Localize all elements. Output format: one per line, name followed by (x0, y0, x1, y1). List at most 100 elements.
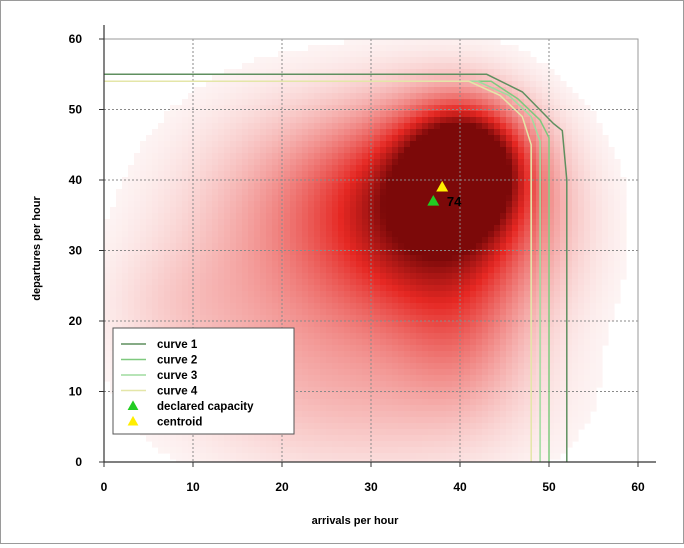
heatmap-cell (188, 243, 195, 250)
heatmap-cell (404, 213, 411, 220)
heatmap-cell (392, 231, 399, 238)
heatmap-cell (362, 339, 369, 346)
heatmap-cell (410, 219, 417, 226)
heatmap-cell (380, 57, 387, 64)
heatmap-cell (200, 315, 207, 322)
heatmap-cell (110, 273, 117, 280)
heatmap-cell (416, 225, 423, 232)
heatmap-cell (422, 105, 429, 112)
heatmap-cell (350, 267, 357, 274)
heatmap-cell (236, 231, 243, 238)
heatmap-cell (362, 219, 369, 226)
heatmap-cell (488, 459, 495, 462)
heatmap-cell (128, 165, 135, 172)
heatmap-cell (146, 183, 153, 190)
heatmap-cell (398, 291, 405, 298)
heatmap-cell (560, 231, 567, 238)
heatmap-cell (392, 279, 399, 286)
heatmap-cell (290, 135, 297, 142)
heatmap-cell (536, 129, 543, 136)
heatmap-cell (158, 183, 165, 190)
heatmap-cell (212, 81, 219, 88)
heatmap-cell (446, 99, 453, 106)
heatmap-cell (524, 201, 531, 208)
heatmap-cell (104, 243, 111, 250)
heatmap-cell (326, 45, 333, 52)
heatmap-cell (290, 255, 297, 262)
heatmap-cell (374, 153, 381, 160)
heatmap-cell (182, 189, 189, 196)
heatmap-cell (494, 423, 501, 430)
heatmap-cell (458, 147, 465, 154)
heatmap-cell (494, 447, 501, 454)
heatmap-cell (548, 363, 555, 370)
heatmap-cell (524, 75, 531, 82)
heatmap-cell (518, 303, 525, 310)
heatmap-cell (374, 45, 381, 52)
heatmap-cell (464, 423, 471, 430)
heatmap-cell (236, 453, 243, 460)
heatmap-cell (452, 417, 459, 424)
heatmap-cell (482, 141, 489, 148)
heatmap-cell (506, 381, 513, 388)
heatmap-cell (206, 99, 213, 106)
heatmap-cell (338, 423, 345, 430)
heatmap-cell (116, 279, 123, 286)
heatmap-cell (434, 429, 441, 436)
heatmap-cell (548, 381, 555, 388)
heatmap-cell (308, 459, 315, 462)
heatmap-cell (164, 285, 171, 292)
heatmap-cell (458, 297, 465, 304)
heatmap-cell (308, 243, 315, 250)
heatmap-cell (446, 105, 453, 112)
heatmap-cell (320, 279, 327, 286)
heatmap-cell (530, 165, 537, 172)
heatmap-cell (554, 135, 561, 142)
heatmap-cell (488, 99, 495, 106)
heatmap-cell (464, 363, 471, 370)
heatmap-cell (296, 459, 303, 462)
heatmap-cell (422, 87, 429, 94)
heatmap-cell (356, 135, 363, 142)
heatmap-cell (290, 441, 297, 448)
heatmap-cell (188, 117, 195, 124)
heatmap-cell (392, 345, 399, 352)
heatmap-cell (416, 111, 423, 118)
heatmap-cell (560, 165, 567, 172)
heatmap-cell (104, 273, 111, 280)
heatmap-cell (140, 189, 147, 196)
heatmap-cell (236, 87, 243, 94)
heatmap-cell (122, 285, 129, 292)
heatmap-cell (386, 153, 393, 160)
heatmap-cell (350, 327, 357, 334)
heatmap-cell (170, 195, 177, 202)
heatmap-cell (146, 249, 153, 256)
heatmap-cell (422, 153, 429, 160)
heatmap-cell (242, 309, 249, 316)
heatmap-cell (422, 111, 429, 118)
heatmap-cell (260, 111, 267, 118)
heatmap-cell (512, 171, 519, 178)
heatmap-cell (494, 327, 501, 334)
heatmap-cell (392, 177, 399, 184)
heatmap-cell (476, 207, 483, 214)
heatmap-cell (194, 183, 201, 190)
heatmap-cell (410, 267, 417, 274)
heatmap-cell (356, 183, 363, 190)
heatmap-cell (308, 291, 315, 298)
heatmap-cell (344, 369, 351, 376)
heatmap-cell (536, 201, 543, 208)
heatmap-cell (488, 231, 495, 238)
heatmap-cell (170, 189, 177, 196)
heatmap-cell (356, 129, 363, 136)
heatmap-cell (308, 411, 315, 418)
heatmap-cell (104, 255, 111, 262)
heatmap-cell (116, 201, 123, 208)
heatmap-cell (446, 153, 453, 160)
heatmap-cell (458, 369, 465, 376)
heatmap-cell (296, 417, 303, 424)
heatmap-cell (356, 261, 363, 268)
heatmap-cell (398, 75, 405, 82)
heatmap-cell (530, 351, 537, 358)
heatmap-cell (296, 405, 303, 412)
